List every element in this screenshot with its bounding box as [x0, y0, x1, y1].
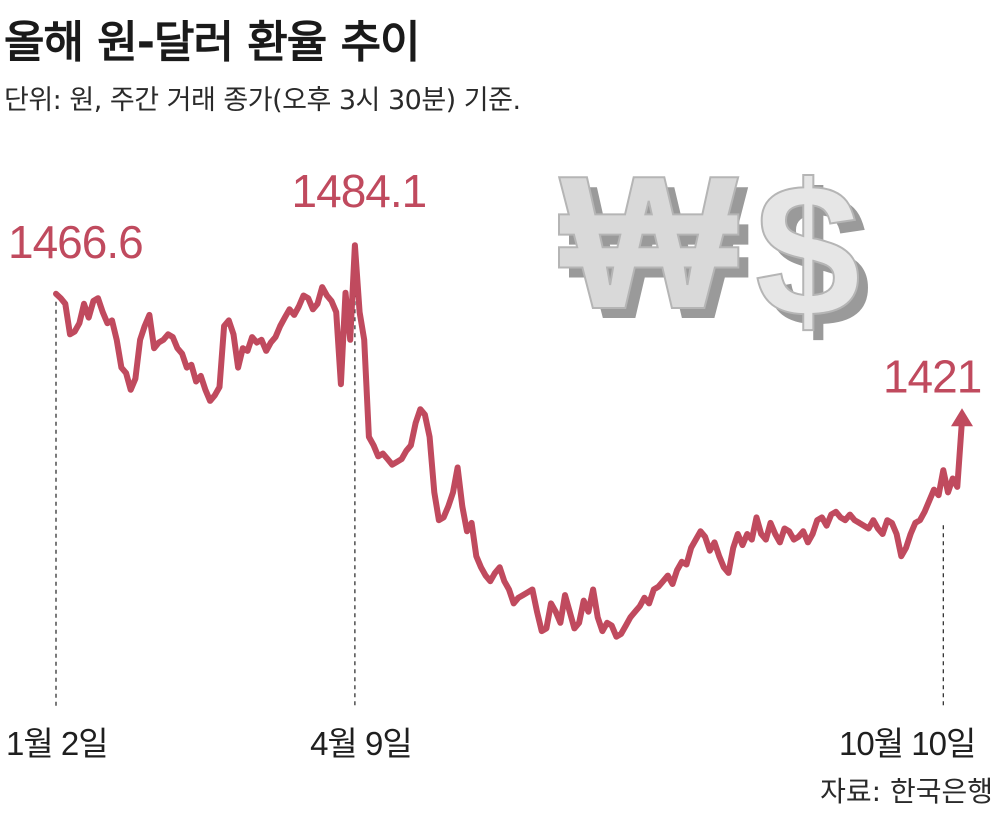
svg-text:$: $: [755, 150, 861, 350]
svg-text:₩: ₩: [569, 150, 749, 350]
dollar-symbol-3d-icon: $ $: [754, 150, 871, 350]
won-dollar-logo: ₩ ₩ $ $: [558, 150, 871, 350]
value-label: 1484.1: [292, 165, 427, 217]
svg-text:$: $: [765, 155, 871, 350]
value-label: 1421: [883, 350, 981, 402]
x-tick-label: 10월 10일: [839, 725, 975, 762]
x-tick-label: 1월 2일: [6, 725, 108, 762]
chart-title: 올해 원-달러 환율 추이: [4, 17, 421, 68]
x-tick-label: 4월 9일: [310, 725, 412, 762]
value-label: 1466.6: [8, 216, 143, 268]
chart-source: 자료: 한국은행: [820, 775, 993, 808]
series-line: [53, 242, 965, 640]
won-symbol-3d-icon: ₩ ₩: [558, 150, 749, 350]
svg-text:₩: ₩: [559, 150, 739, 349]
end-arrow: [951, 408, 973, 427]
chart-subtitle: 단위: 원, 주간 거래 종가(오후 3시 30분) 기준.: [4, 85, 521, 116]
